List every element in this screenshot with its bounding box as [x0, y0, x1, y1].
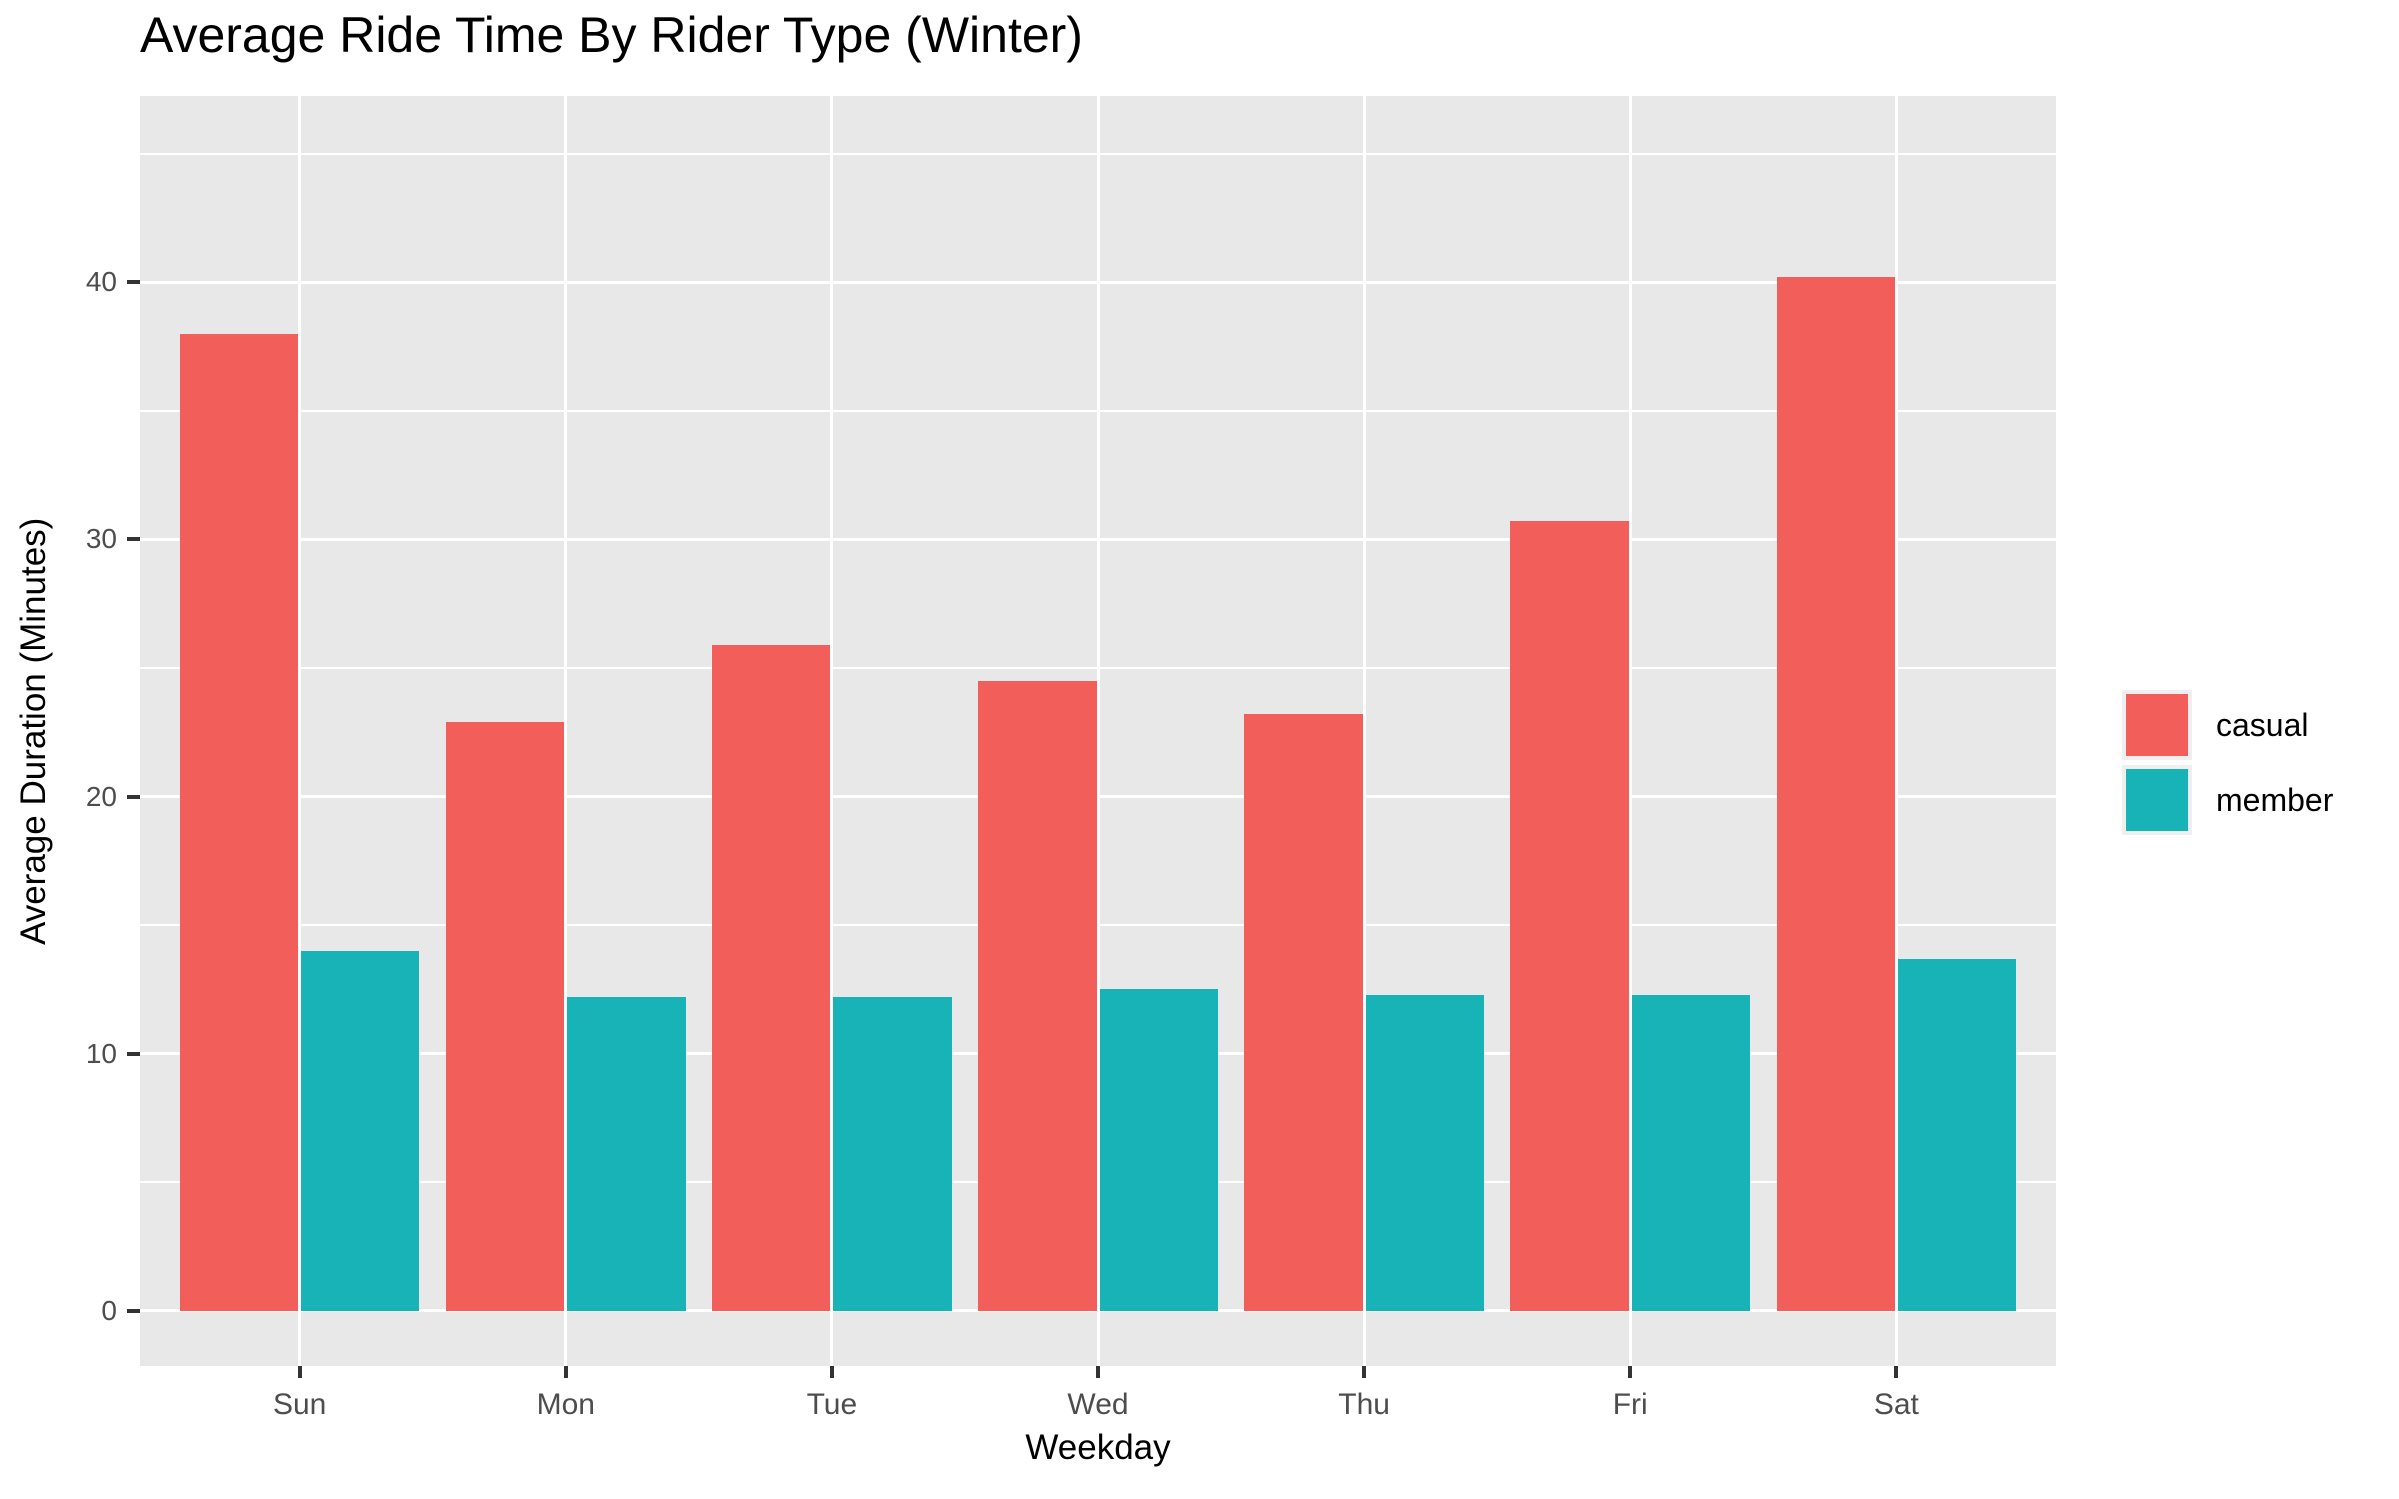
x-tick-label: Mon — [536, 1388, 595, 1421]
plot-panel — [140, 96, 2056, 1366]
x-tick-label: Wed — [1067, 1388, 1129, 1421]
major-gridline-x — [1362, 96, 1366, 1366]
bar-casual-sun — [179, 333, 299, 1311]
bar-member-thu — [1365, 994, 1484, 1311]
legend-key-member — [2122, 765, 2192, 835]
x-tick-label: Fri — [1612, 1388, 1648, 1421]
chart-title: Average Ride Time By Rider Type (Winter) — [140, 7, 1083, 63]
x-tick-label: Sun — [272, 1388, 327, 1421]
x-tick-mark — [1894, 1366, 1899, 1378]
x-tick-mark — [1628, 1366, 1633, 1378]
bar-member-sun — [301, 950, 420, 1311]
major-gridline-x — [1628, 96, 1632, 1366]
x-tick-label: Sat — [1873, 1388, 1919, 1421]
y-tick-mark — [127, 794, 140, 799]
major-gridline-x — [830, 96, 834, 1366]
y-tick-label: 40 — [85, 266, 117, 298]
y-tick-mark — [127, 537, 140, 542]
legend-item-casual: casual — [2122, 690, 2333, 760]
legend-key-casual — [2122, 690, 2192, 760]
x-tick-mark — [1096, 1366, 1100, 1378]
bar-casual-wed — [978, 680, 1097, 1311]
y-tick-mark — [127, 1051, 140, 1056]
major-gridline-x — [1894, 96, 1898, 1366]
legend-item-member: member — [2122, 765, 2333, 835]
y-tick-label: 30 — [85, 523, 117, 555]
bar-casual-sat — [1776, 277, 1895, 1311]
y-tick-label: 0 — [101, 1294, 117, 1326]
bar-member-tue — [833, 997, 952, 1311]
y-tick-mark — [127, 1308, 140, 1313]
x-axis-title: Weekday — [1025, 1428, 1171, 1467]
x-tick-label: Tue — [806, 1388, 858, 1421]
bar-casual-mon — [446, 722, 565, 1311]
bar-member-sat — [1897, 958, 2017, 1311]
legend-label-casual: casual — [2216, 706, 2309, 743]
x-tick-label: Thu — [1338, 1388, 1390, 1421]
bar-member-mon — [567, 997, 686, 1311]
y-tick-label: 10 — [85, 1037, 117, 1069]
x-tick-mark — [297, 1366, 302, 1378]
legend-label-member: member — [2216, 781, 2334, 818]
x-tick-mark — [829, 1366, 834, 1378]
y-tick-label: 20 — [85, 780, 117, 812]
y-tick-mark — [127, 280, 140, 285]
legend: casual member — [2122, 690, 2333, 835]
legend-swatch-member — [2126, 769, 2188, 831]
major-gridline-x — [564, 96, 568, 1366]
bar-member-fri — [1631, 994, 1750, 1311]
bar-casual-thu — [1244, 714, 1363, 1311]
bar-casual-tue — [712, 644, 831, 1311]
bar-member-wed — [1099, 989, 1218, 1311]
x-tick-mark — [563, 1366, 568, 1378]
legend-swatch-casual — [2126, 694, 2188, 756]
major-gridline-x — [298, 96, 302, 1366]
x-tick-mark — [1362, 1366, 1367, 1378]
major-gridline-x — [1096, 96, 1100, 1366]
bar-casual-fri — [1510, 521, 1629, 1311]
